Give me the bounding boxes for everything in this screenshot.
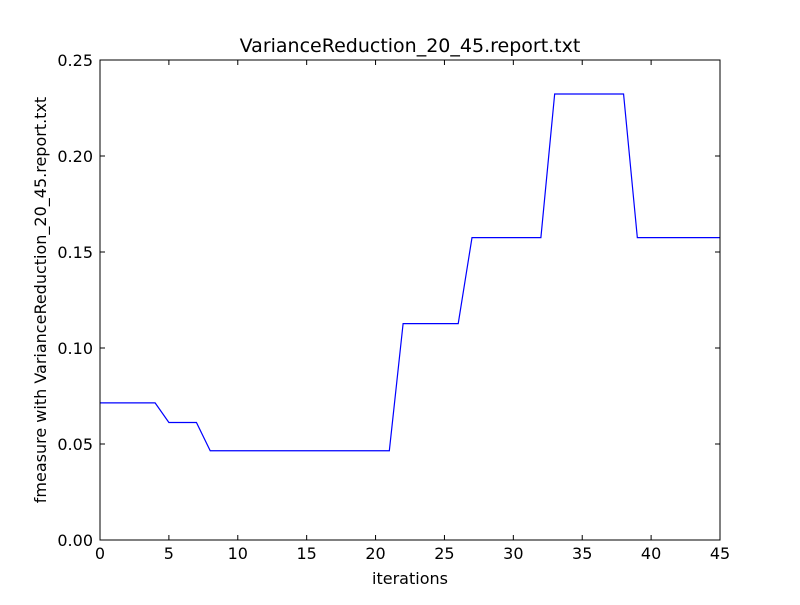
y-tick-label: 0.05 xyxy=(57,435,93,454)
y-tick-label: 0.00 xyxy=(57,531,93,550)
y-axis-label: fmeasure with VarianceReduction_20_45.re… xyxy=(31,97,51,503)
chart-title: VarianceReduction_20_45.report.txt xyxy=(240,35,581,57)
x-tick-label: 5 xyxy=(164,544,174,563)
series-line xyxy=(100,94,720,451)
x-axis-label: iterations xyxy=(372,569,448,588)
ticks-layer: 0 5 10 15 20 25 30 35 40 45 0.00 0.05 0.10 0.15 0.20 0.… xyxy=(57,51,730,563)
x-tick-label: 0 xyxy=(95,544,105,563)
y-tick-label: 0.20 xyxy=(57,147,93,166)
x-tick-label: 40 xyxy=(641,544,661,563)
x-tick-label: 30 xyxy=(503,544,523,563)
x-tick-label: 25 xyxy=(434,544,454,563)
y-tick-label: 0.15 xyxy=(57,243,93,262)
y-tick-label: 0.25 xyxy=(57,51,93,70)
x-tick-label: 10 xyxy=(228,544,248,563)
x-tick-label: 20 xyxy=(365,544,385,563)
series-layer xyxy=(100,94,720,451)
x-tick-label: 45 xyxy=(710,544,730,563)
y-tick-label: 0.10 xyxy=(57,339,93,358)
x-tick-label: 35 xyxy=(572,544,592,563)
x-tick-label: 15 xyxy=(296,544,316,563)
